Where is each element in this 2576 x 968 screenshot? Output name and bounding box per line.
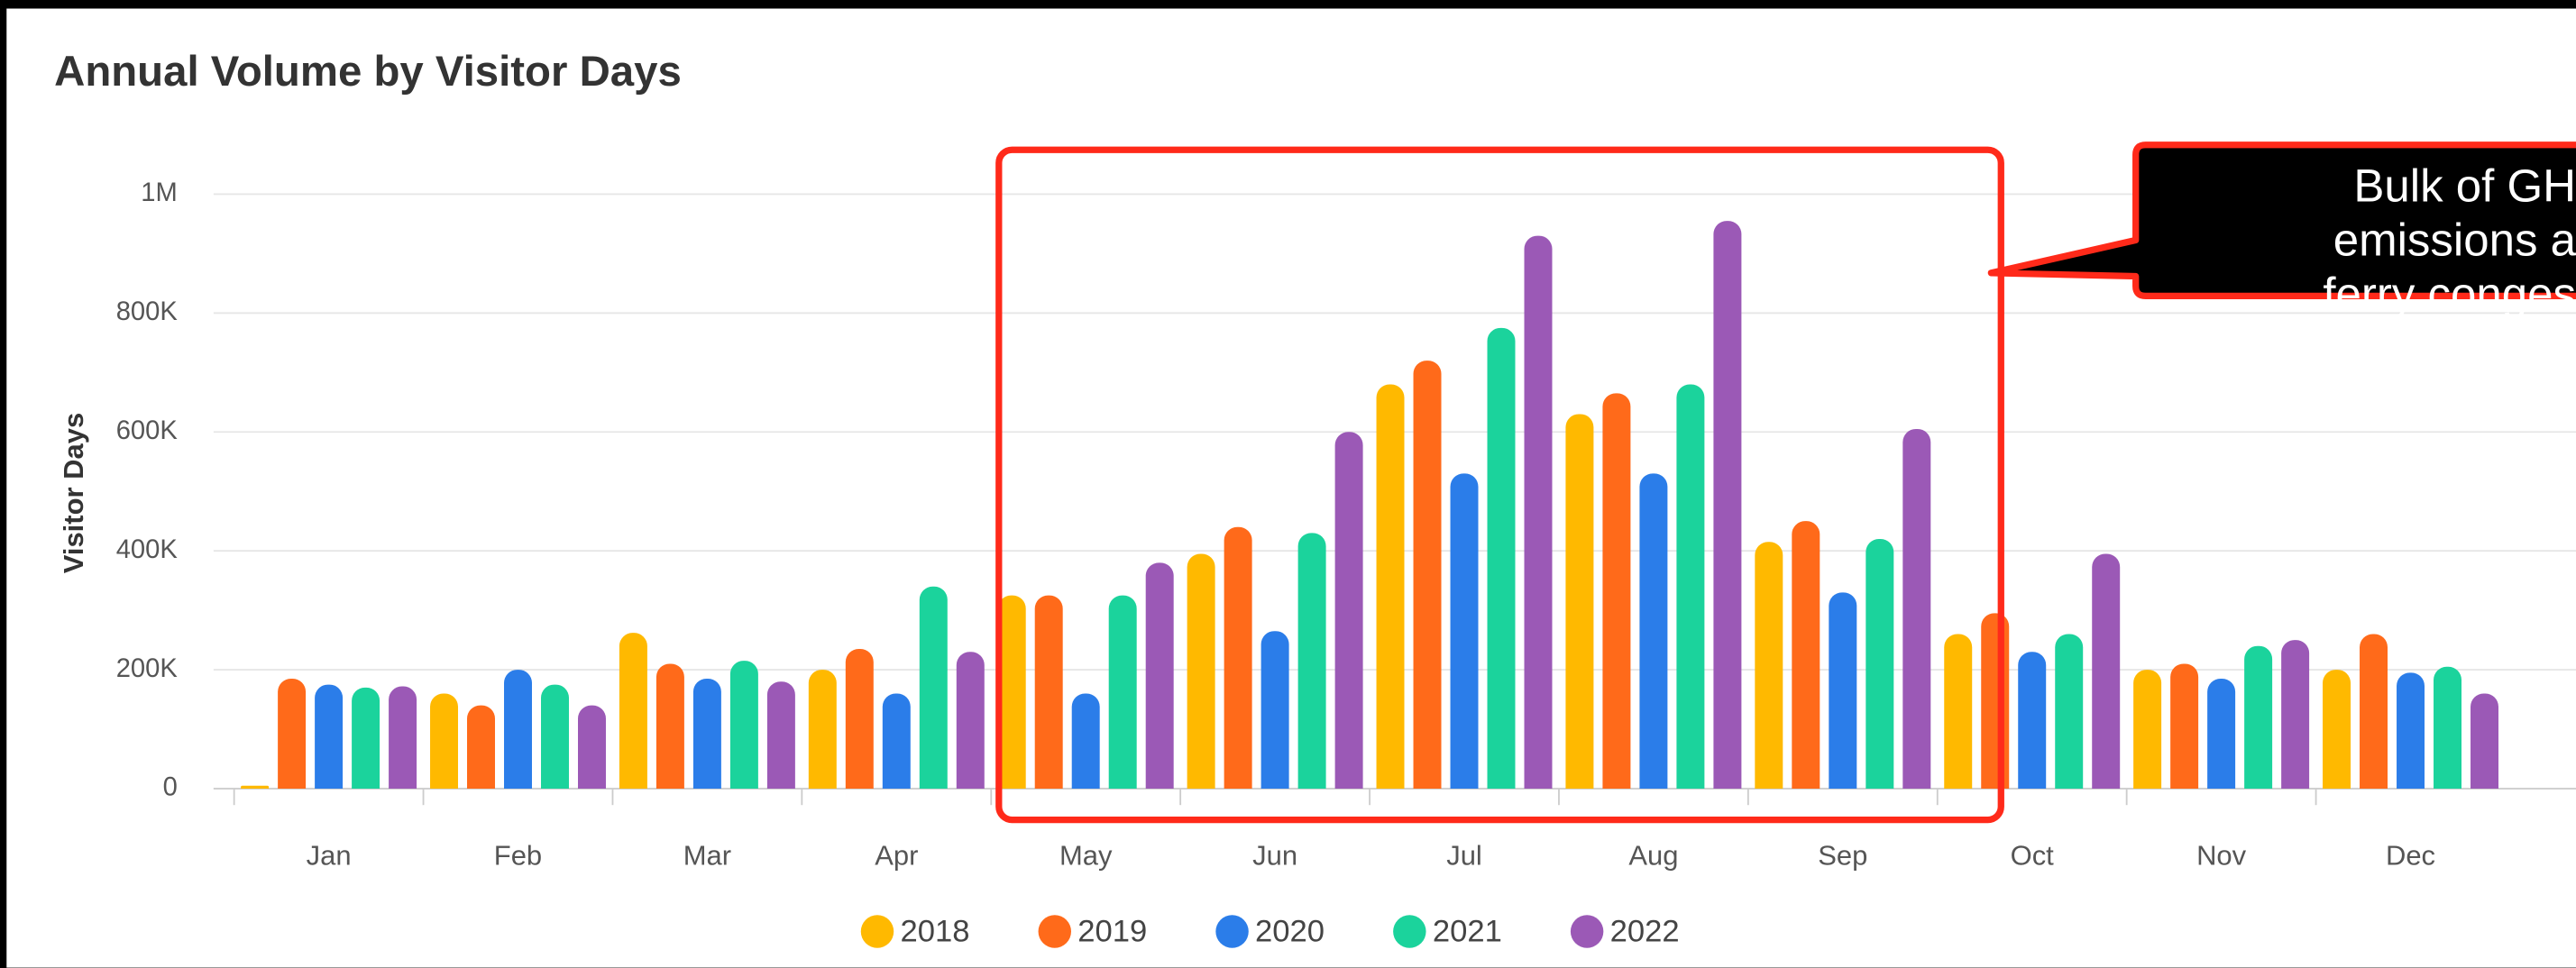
bar [2207, 678, 2236, 789]
bar [1524, 235, 1553, 789]
bar [2244, 645, 2273, 789]
x-tick-label: Jan [307, 840, 352, 872]
bar [1602, 393, 1631, 789]
bar [2397, 672, 2425, 789]
y-tick-label: 800K [116, 297, 179, 326]
bar [578, 705, 606, 789]
bar [1224, 526, 1252, 789]
y-tick-label: 600K [116, 416, 179, 445]
bar [2170, 663, 2199, 789]
bar [1187, 553, 1215, 789]
x-tick-label: Feb [494, 840, 542, 872]
bar [1829, 592, 1857, 789]
bar [467, 705, 495, 789]
x-tick-label: Aug [1628, 840, 1678, 872]
legend-label: 2020 [1255, 914, 1325, 948]
bar [1944, 634, 1973, 789]
legend-label: 2019 [1077, 914, 1147, 948]
bar [1792, 521, 1820, 789]
bar [845, 648, 874, 789]
y-axis-label: Visitor Days [58, 413, 89, 573]
bar [1639, 473, 1668, 789]
bar [430, 693, 458, 789]
legend-label: 2022 [1610, 914, 1680, 948]
bar [1334, 432, 1363, 789]
callout [1987, 142, 2576, 300]
bar [352, 687, 380, 789]
bar [2434, 666, 2462, 789]
x-tick-label: Apr [875, 840, 918, 872]
bar [2018, 652, 2047, 789]
bar [1108, 595, 1137, 789]
bar [1676, 384, 1705, 789]
x-tick-label: May [1059, 840, 1113, 872]
x-tick-label: Jul [1446, 840, 1482, 872]
bar [1713, 221, 1742, 789]
bar [2055, 634, 2084, 789]
legend-swatch [1038, 915, 1071, 948]
x-tick-label: Nov [2196, 840, 2247, 872]
chart-title: Annual Volume by Visitor Days [54, 48, 682, 96]
bar [729, 661, 758, 789]
bar [2133, 670, 2162, 789]
x-tick-label: Sep [1818, 840, 1867, 872]
legend-label: 2021 [1433, 914, 1502, 948]
y-tick-label: 1M [141, 178, 177, 207]
x-tick-label: Dec [2386, 840, 2435, 872]
bar [1565, 414, 1594, 789]
bar [315, 684, 344, 789]
y-tick-label: 200K [116, 654, 179, 683]
bar [919, 586, 948, 789]
bar [1297, 533, 1326, 789]
callout-text: Bulk of GH [2353, 160, 2576, 211]
bar [2092, 553, 2121, 789]
callout-text: emissions a [2333, 215, 2576, 266]
bar [1071, 693, 1100, 789]
bar [1413, 361, 1442, 789]
bar [278, 678, 307, 789]
legend-swatch [1570, 915, 1604, 948]
bar [241, 785, 270, 789]
callout-text: ferry conges [2323, 269, 2576, 320]
bar [504, 670, 532, 789]
y-tick-label: 0 [163, 773, 178, 802]
y-tick-label: 400K [116, 535, 179, 564]
bar [389, 686, 417, 789]
bar [1145, 562, 1174, 789]
bar [1260, 631, 1289, 789]
x-tick-label: Jun [1252, 840, 1297, 872]
bar [1450, 473, 1479, 789]
bar [655, 663, 684, 789]
x-tick-label: Oct [2011, 840, 2055, 872]
bar [541, 684, 569, 789]
bar [956, 652, 985, 789]
legend-swatch [1393, 915, 1426, 948]
x-tick-label: Mar [683, 840, 731, 872]
bar [808, 670, 837, 789]
legend-swatch [1215, 915, 1249, 948]
legend-label: 2018 [900, 914, 969, 948]
bar [1034, 595, 1063, 789]
bar [1376, 384, 1405, 789]
bar [1487, 327, 1516, 789]
bar [882, 693, 911, 789]
bar [766, 681, 795, 789]
bar [1981, 613, 2010, 789]
bar [2323, 670, 2351, 789]
bar [1755, 542, 1783, 789]
bar [692, 678, 721, 789]
bar [2360, 634, 2388, 789]
highlight-box [995, 146, 2004, 824]
legend-swatch [860, 915, 894, 948]
bar [2281, 640, 2310, 789]
bar [619, 633, 647, 789]
bar [1902, 428, 1931, 789]
bar [997, 595, 1026, 789]
bar [2471, 693, 2498, 789]
bar [1866, 538, 1894, 789]
